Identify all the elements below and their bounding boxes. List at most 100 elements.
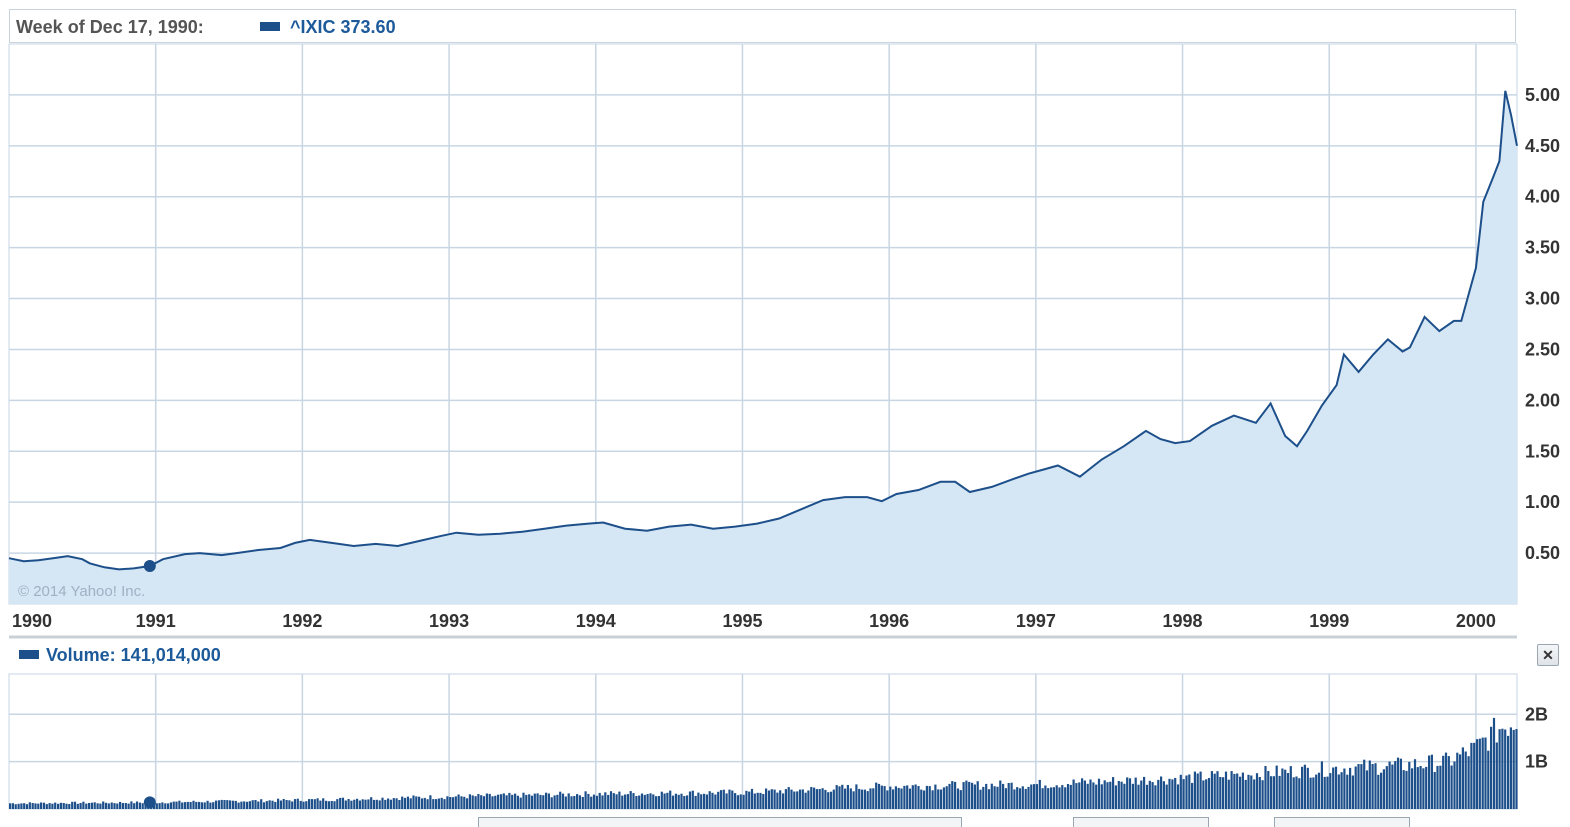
volume-bar — [1396, 757, 1400, 809]
volume-bar — [181, 802, 184, 809]
volume-bar — [962, 782, 965, 809]
volume-bar — [522, 792, 525, 809]
volume-bar — [305, 801, 308, 809]
volume-bar — [186, 801, 189, 809]
volume-bar — [1188, 774, 1191, 809]
volume-bar — [1470, 742, 1473, 809]
close-volume-button[interactable]: ✕ — [1537, 644, 1559, 666]
volume-bar — [629, 791, 632, 809]
volume-bar — [598, 792, 601, 809]
volume-bar — [655, 796, 658, 809]
volume-bar — [626, 794, 629, 809]
volume-bar — [561, 793, 565, 809]
volume-bar — [1475, 739, 1479, 809]
volume-bar — [195, 801, 198, 809]
volume-bar — [1007, 783, 1010, 809]
volume-bar — [1143, 776, 1146, 809]
volume-bar — [615, 794, 618, 809]
volume-bar — [722, 789, 725, 809]
volume-bar — [353, 799, 356, 809]
volume-bar — [906, 785, 909, 809]
volume-bar — [291, 801, 294, 809]
volume-bar — [1185, 775, 1188, 809]
volume-bar — [336, 799, 339, 809]
volume-bar — [1069, 784, 1072, 809]
volume-bar — [516, 795, 519, 809]
volume-chart[interactable]: 1B 2B — [0, 664, 1570, 824]
volume-bar — [705, 794, 708, 809]
volume-bar — [175, 801, 178, 809]
volume-bar — [677, 794, 680, 809]
volume-bar — [271, 800, 274, 809]
volume-bar — [155, 803, 158, 809]
price-y-ticks: 0.50 1.00 1.50 2.00 2.50 3.00 3.50 4.00 4.50 5.00 — [1525, 85, 1560, 563]
volume-bar — [1292, 777, 1295, 809]
volume-bar — [719, 790, 723, 809]
series-swatch-icon — [260, 22, 280, 31]
volume-bar — [1261, 780, 1264, 809]
volume-bar — [951, 781, 954, 809]
volume-bar — [528, 794, 531, 809]
volume-bar — [1244, 779, 1247, 809]
volume-bar — [1478, 738, 1481, 809]
volume-bar — [1171, 779, 1174, 809]
volume-bar — [1035, 784, 1038, 809]
volume-bar — [285, 800, 288, 809]
volume-bar — [547, 793, 550, 809]
volume-bar — [959, 790, 962, 809]
volume-bar — [1013, 789, 1016, 809]
volume-bar — [782, 793, 785, 809]
volume-bar — [59, 802, 62, 809]
volume-bar — [488, 793, 491, 809]
volume-bar — [1501, 728, 1504, 809]
volume-bar — [691, 790, 694, 809]
volume-bar — [1027, 786, 1030, 809]
volume-bar — [1055, 785, 1058, 809]
range-tabs-strip[interactable] — [478, 817, 962, 827]
volume-bar — [934, 784, 937, 809]
volume-bar — [776, 792, 779, 809]
volume-swatch-icon — [19, 650, 39, 659]
volume-bar — [798, 789, 802, 809]
volume-bar — [945, 786, 948, 809]
volume-bar — [657, 796, 660, 809]
volume-bar — [1394, 761, 1397, 809]
volume-bar — [536, 793, 539, 809]
volume-bar — [437, 798, 440, 809]
volume-bar — [1117, 781, 1120, 809]
volume-bar — [130, 801, 133, 809]
volume-bar — [832, 789, 835, 809]
volume-bar — [325, 800, 328, 809]
volume-bar — [429, 795, 432, 809]
volume-bar — [581, 797, 584, 809]
volume-bar — [234, 800, 237, 809]
volume-bar — [96, 803, 99, 809]
volume-bar — [418, 796, 421, 809]
volume-bar — [347, 799, 350, 809]
volume-bar — [135, 801, 139, 809]
volume-bar — [344, 800, 347, 809]
volume-bar — [127, 803, 130, 809]
range-input-start[interactable] — [1073, 817, 1209, 827]
volume-bar — [686, 795, 689, 809]
volume-bar — [993, 786, 996, 809]
volume-bar — [1140, 780, 1143, 809]
volume-bar — [855, 784, 858, 809]
volume-bar — [1222, 777, 1225, 809]
price-x-tick-label: 1993 — [429, 611, 469, 631]
volume-bar — [703, 793, 706, 809]
volume-bar — [1320, 761, 1323, 809]
volume-bar — [1247, 774, 1250, 809]
volume-highlight-marker[interactable] — [143, 796, 156, 809]
volume-bar — [742, 794, 745, 809]
volume-bar — [824, 789, 827, 809]
volume-bar — [717, 791, 720, 809]
volume-bar — [542, 795, 545, 809]
price-chart[interactable]: © 2014 Yahoo! Inc. 0.50 1.00 1.50 2.00 2.50 3… — [0, 0, 1570, 640]
volume-bar — [652, 794, 655, 809]
range-input-end[interactable] — [1274, 817, 1410, 827]
volume-bar — [779, 790, 782, 809]
volume-bar — [200, 802, 203, 809]
price-highlight-marker[interactable] — [143, 559, 156, 572]
volume-bar — [530, 795, 534, 809]
